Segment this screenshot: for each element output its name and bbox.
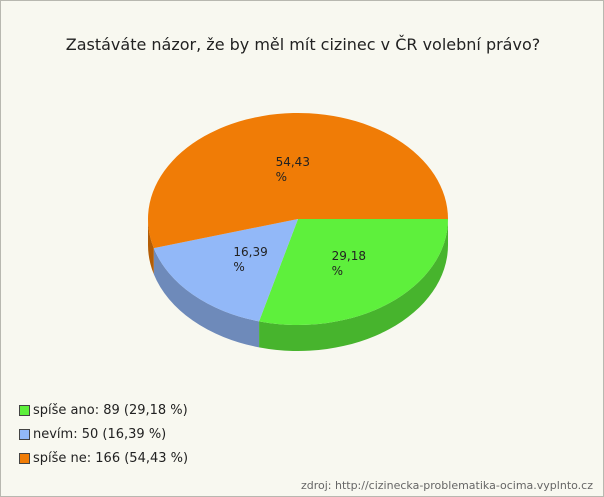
legend-entry: spíše ne: 166 (54,43 %) xyxy=(19,451,188,466)
source-note: zdroj: http://cizinecka-problematika-oci… xyxy=(300,479,593,492)
legend-label: nevím: 50 (16,39 %) xyxy=(33,427,167,442)
legend-swatch xyxy=(19,453,30,464)
pie-side xyxy=(148,219,154,275)
pie-side xyxy=(153,248,260,348)
pie-side xyxy=(259,219,448,351)
pie-slice xyxy=(153,219,298,322)
legend-label: spíše ano: 89 (29,18 %) xyxy=(33,403,188,418)
pie-slice xyxy=(148,112,448,249)
legend-swatch xyxy=(19,405,30,416)
legend-label: spíše ne: 166 (54,43 %) xyxy=(33,451,189,466)
value-label: 54,43 % xyxy=(275,154,310,184)
legend-entry: nevím: 50 (16,39 %) xyxy=(19,427,166,442)
chart-title: Zastáváte názor, že by měl mít cizinec v… xyxy=(65,35,541,54)
legend-entry: spíše ano: 89 (29,18 %) xyxy=(19,403,188,418)
pie-slice xyxy=(259,219,448,325)
legend-swatch xyxy=(19,429,30,440)
value-label: 29,18 % xyxy=(331,249,366,279)
value-label: 16,39 % xyxy=(233,244,268,274)
